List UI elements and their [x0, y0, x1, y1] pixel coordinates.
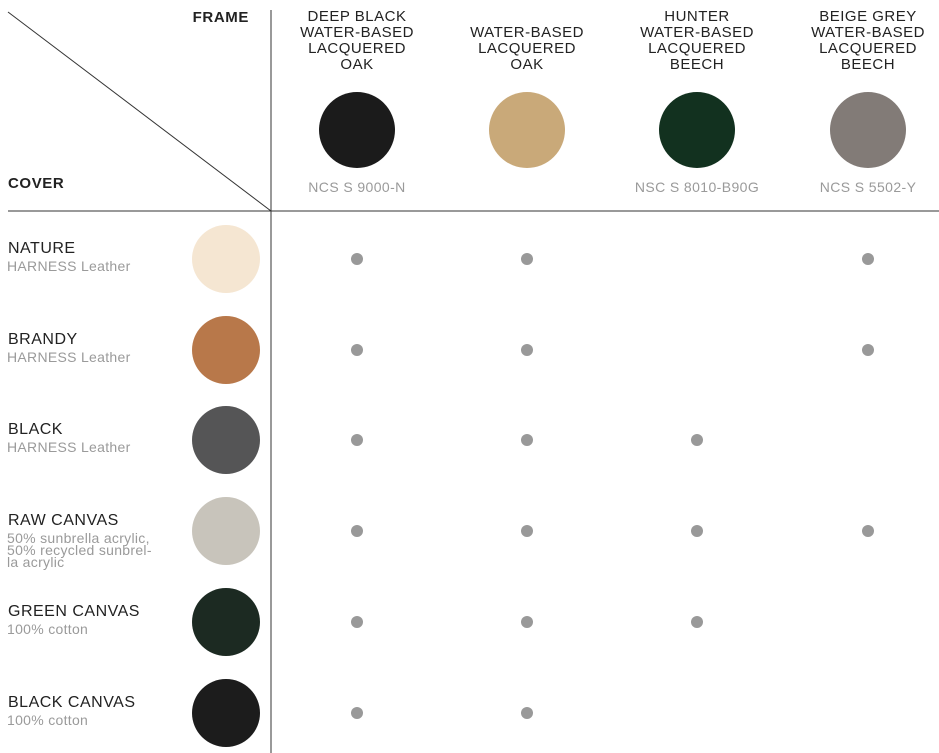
- availability-dot: [351, 434, 363, 446]
- frame-name: DEEP BLACK: [307, 8, 407, 25]
- cover-swatch: [192, 497, 260, 565]
- cover-swatch: [192, 406, 260, 474]
- availability-dot: [521, 434, 533, 446]
- cover-swatch: [192, 588, 260, 656]
- availability-dot: [691, 525, 703, 537]
- cover-swatch: [192, 316, 260, 384]
- cover-swatch: [192, 225, 260, 293]
- frame-swatch: [659, 92, 735, 168]
- availability-dot: [521, 344, 533, 356]
- cover-description: 100% cotton: [7, 712, 89, 728]
- cover-description: HARNESS Leather: [7, 439, 131, 455]
- frame-name: LACQUERED: [648, 40, 746, 57]
- cover-swatch: [192, 679, 260, 747]
- cover-description: 50% sunbrella acrylic,: [7, 530, 150, 546]
- availability-dot: [862, 253, 874, 265]
- availability-dot: [691, 616, 703, 628]
- availability-dot: [862, 525, 874, 537]
- frame-name: WATER-BASED: [470, 24, 584, 41]
- frame-name: WATER-BASED: [811, 24, 925, 41]
- frame-swatch: [489, 92, 565, 168]
- cover-description: 50% recycled sunbrel-: [7, 542, 152, 558]
- availability-dot: [351, 525, 363, 537]
- cover-description: la acrylic: [7, 554, 65, 570]
- cover-description: HARNESS Leather: [7, 258, 131, 274]
- availability-dot: [521, 525, 533, 537]
- frame-swatch: [830, 92, 906, 168]
- frame-swatch: [319, 92, 395, 168]
- frame-name: WATER-BASED: [300, 24, 414, 41]
- frame-name: BEIGE GREY: [819, 8, 917, 25]
- frame-name: BEECH: [840, 56, 896, 73]
- cover-description: 100% cotton: [7, 621, 89, 637]
- frame-name: BEECH: [669, 56, 725, 73]
- cover-name: BLACK CANVAS: [8, 694, 136, 711]
- availability-dot: [862, 344, 874, 356]
- availability-dot: [521, 707, 533, 719]
- cover-name: RAW CANVAS: [8, 512, 119, 529]
- frame-name: OAK: [510, 56, 544, 73]
- availability-dot: [351, 253, 363, 265]
- cover-name: NATURE: [8, 240, 76, 257]
- availability-dot: [691, 434, 703, 446]
- frame-label: FRAME: [192, 9, 249, 26]
- frame-code: NCS S 5502-Y: [819, 179, 917, 195]
- frame-code: NSC S 8010-B90G: [634, 179, 760, 195]
- frame-name: LACQUERED: [478, 40, 576, 57]
- availability-dot: [351, 616, 363, 628]
- frame-code: NCS S 9000-N: [308, 179, 406, 195]
- frame-name: LACQUERED: [819, 40, 917, 57]
- diagonal-divider: [7, 11, 272, 212]
- availability-dot: [521, 616, 533, 628]
- availability-dot: [521, 253, 533, 265]
- cover-name: BLACK: [8, 421, 63, 438]
- frame-name: LACQUERED: [308, 40, 406, 57]
- cover-name: GREEN CANVAS: [8, 603, 140, 620]
- frame-name: HUNTER: [664, 8, 730, 25]
- availability-dot: [351, 344, 363, 356]
- cover-name: BRANDY: [8, 331, 78, 348]
- availability-dot: [351, 707, 363, 719]
- frame-name: WATER-BASED: [640, 24, 754, 41]
- frame-name: OAK: [340, 56, 374, 73]
- cover-description: HARNESS Leather: [7, 349, 131, 365]
- cover-label: COVER: [8, 175, 65, 192]
